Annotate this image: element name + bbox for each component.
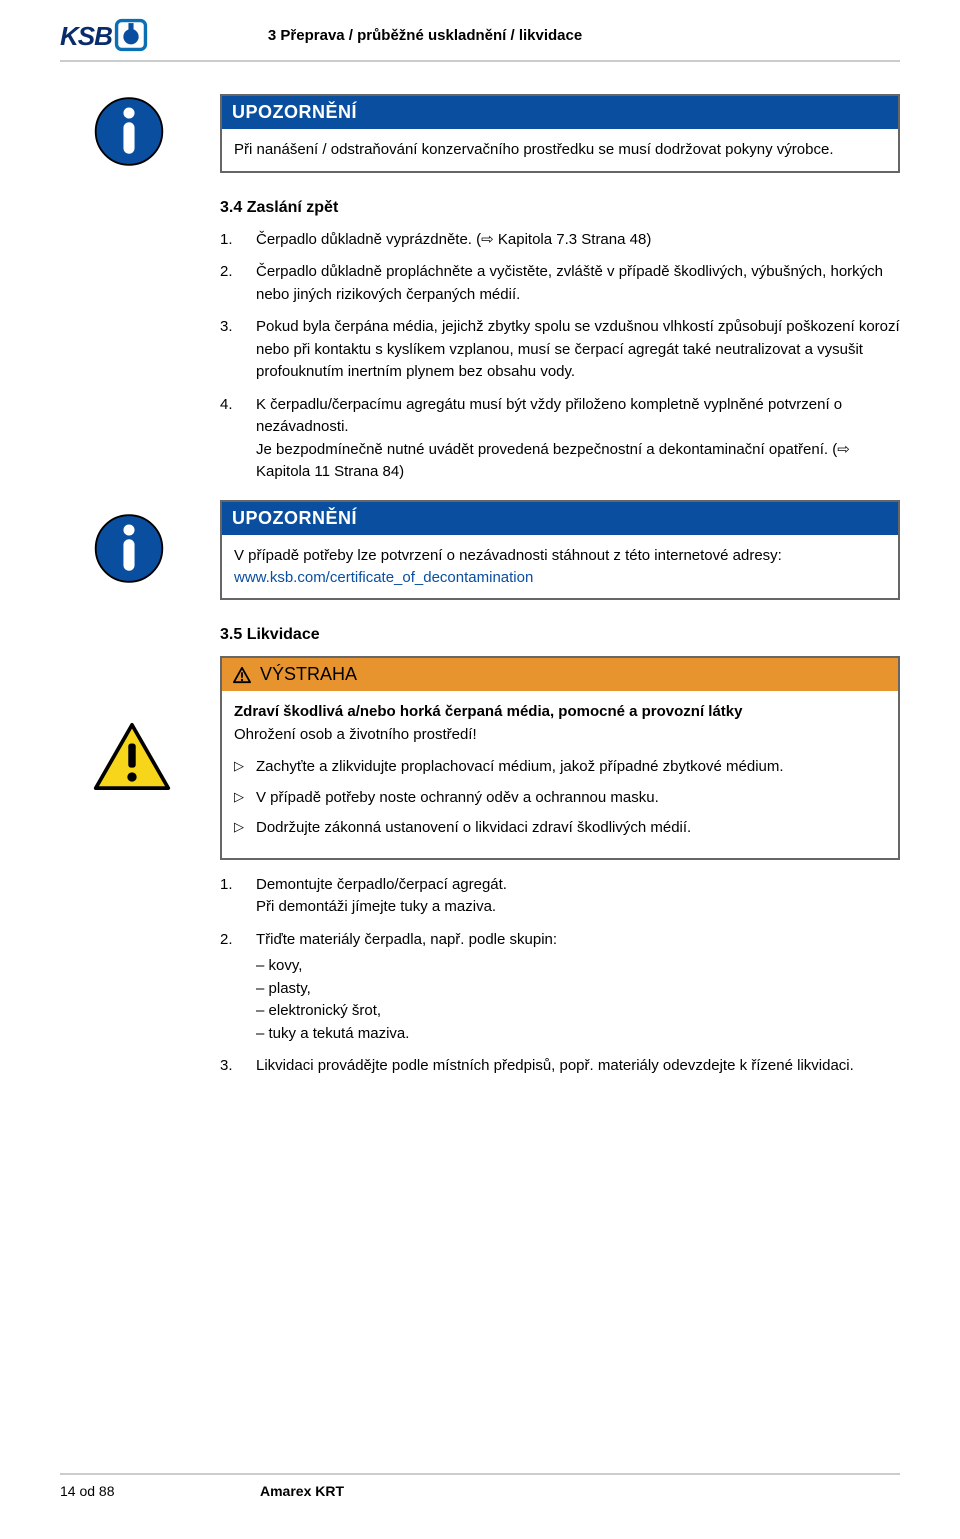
list-item: tuky a tekutá maziva. <box>256 1023 557 1046</box>
notice-text: V případě potřeby lze potvrzení o nezáva… <box>234 547 782 564</box>
list-item: Likvidaci provádějte podle místních před… <box>220 1055 900 1078</box>
notice-body: V případě potřeby lze potvrzení o nezáva… <box>222 535 898 599</box>
list-item: kovy, <box>256 955 557 978</box>
list-item: Zachyťte a zlikvidujte proplachovací méd… <box>234 756 886 779</box>
list-item: V případě potřeby noste ochranný oděv a … <box>234 787 886 810</box>
warning-triangle-small-icon <box>232 666 252 684</box>
warning-title: VÝSTRAHA <box>222 658 898 691</box>
list-item: plasty, <box>256 978 557 1001</box>
return-steps-list: Čerpadlo důkladně vyprázdněte. (⇨ Kapito… <box>220 229 900 484</box>
notice-box: UPOZORNĚNÍ V případě potřeby lze potvrze… <box>220 500 900 601</box>
logo: KSB <box>60 18 148 52</box>
list-item: Třiďte materiály čerpadla, např. podle s… <box>220 929 900 1046</box>
warning-box: VÝSTRAHA Zdraví škodlivá a/nebo horká če… <box>220 656 900 860</box>
warning-sub-line: Ohrožení osob a životního prostředí! <box>234 724 886 747</box>
page-header: KSB 3 Přeprava / průběžné uskladnění / l… <box>60 0 900 62</box>
list-item: Čerpadlo důkladně vyprázdněte. (⇨ Kapito… <box>220 229 900 252</box>
warning-triangle-icon <box>92 721 172 793</box>
list-item: Demontujte čerpadlo/čerpací agregát. Při… <box>220 874 900 919</box>
header-section-title: 3 Přeprava / průběžné uskladnění / likvi… <box>268 27 582 44</box>
notice-box: UPOZORNĚNÍ Při nanášení / odstraňování k… <box>220 94 900 173</box>
decontamination-link[interactable]: www.ksb.com/certificate_of_decontaminati… <box>234 569 533 586</box>
page-footer: 14 od 88 Amarex KRT <box>60 1473 900 1499</box>
step-main: Likvidaci provádějte podle místních před… <box>256 1055 854 1078</box>
list-item: elektronický šrot, <box>256 1000 557 1023</box>
product-name: Amarex KRT <box>260 1483 344 1499</box>
notice-title: UPOZORNĚNÍ <box>222 96 898 129</box>
logo-text: KSB <box>60 21 112 52</box>
notice-body: Při nanášení / odstraňování konzervačníh… <box>222 129 898 171</box>
warning-bullets: Zachyťte a zlikvidujte proplachovací méd… <box>234 756 886 840</box>
list-item: Dodržujte zákonná ustanovení o likvidaci… <box>234 817 886 840</box>
step-main: Třiďte materiály čerpadla, např. podle s… <box>256 929 557 952</box>
section-heading-3-5: 3.5 Likvidace <box>220 626 900 644</box>
step-main: Demontujte čerpadlo/čerpací agregát. <box>256 874 507 897</box>
info-mandatory-icon <box>92 95 166 169</box>
page-number: 14 od 88 <box>60 1483 260 1499</box>
material-groups-list: kovy, plasty, elektronický šrot, tuky a … <box>256 955 557 1045</box>
list-item: K čerpadlu/čerpacímu agregátu musí být v… <box>220 394 900 484</box>
list-item: Čerpadlo důkladně propláchněte a vyčistě… <box>220 261 900 306</box>
warning-bold-line: Zdraví škodlivá a/nebo horká čerpaná méd… <box>234 701 886 724</box>
step-cont: Při demontáži jímejte tuky a maziva. <box>256 896 507 919</box>
section-heading-3-4: 3.4 Zaslání zpět <box>220 199 900 217</box>
warning-body: Zdraví škodlivá a/nebo horká čerpaná méd… <box>222 691 898 858</box>
disposal-steps-list: Demontujte čerpadlo/čerpací agregát. Při… <box>220 874 900 1078</box>
warning-title-text: VÝSTRAHA <box>260 664 357 685</box>
notice-title: UPOZORNĚNÍ <box>222 502 898 535</box>
list-item: Pokud byla čerpána média, jejichž zbytky… <box>220 316 900 384</box>
logo-mark-icon <box>114 18 148 52</box>
info-mandatory-icon <box>92 512 166 586</box>
